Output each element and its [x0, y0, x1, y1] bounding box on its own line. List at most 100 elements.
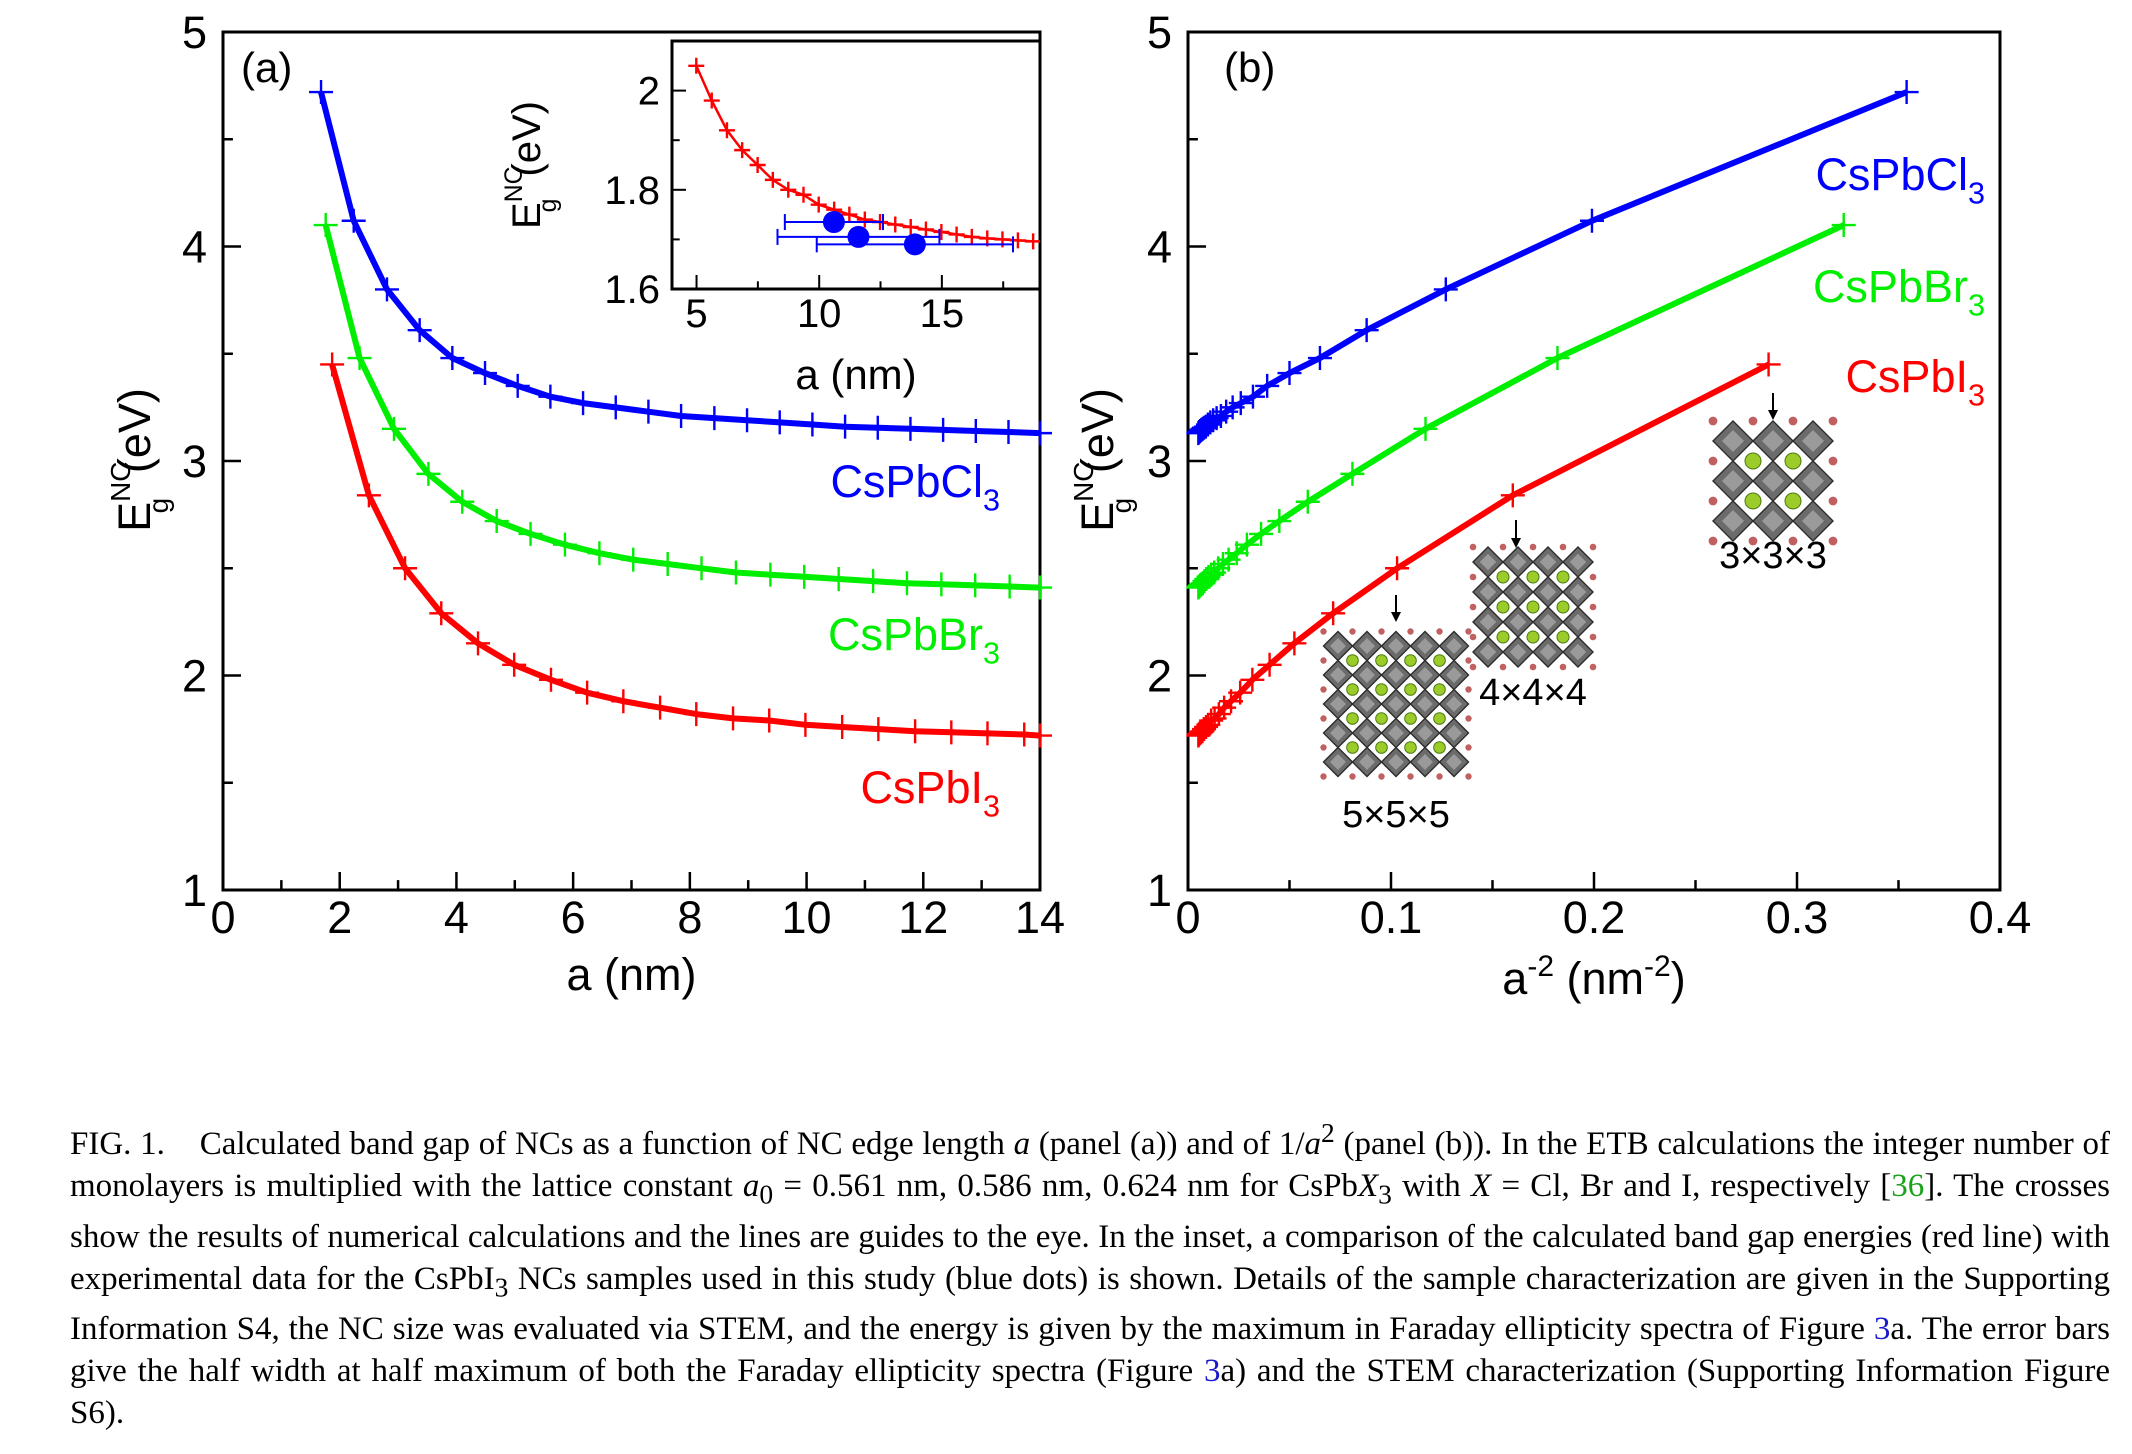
series-i-point [1028, 723, 1052, 748]
y-axis-label: ENCg(eV) [105, 388, 174, 532]
pointer-arrow-head [1511, 538, 1521, 548]
series-br-point [313, 213, 338, 238]
inset-calc-point [734, 142, 751, 159]
x-tick-label: 10 [782, 892, 832, 943]
inset-calc-point [718, 122, 735, 139]
halide-atom [1589, 603, 1597, 611]
series-br-point [1545, 346, 1570, 371]
series-cl-point [1198, 410, 1223, 435]
cesium-atom [1744, 492, 1762, 510]
series-cl-point [735, 408, 760, 433]
series-i-point [575, 680, 600, 705]
cesium-atom [1496, 600, 1510, 614]
series-br-point [1295, 489, 1320, 514]
octahedron-face [1388, 725, 1404, 741]
series-br-point [997, 574, 1022, 599]
series-cl-point [800, 412, 825, 437]
series-br-point [1234, 532, 1259, 557]
octahedron-face [1417, 638, 1433, 654]
octahedron-face [1417, 725, 1433, 741]
inset-calc-point [963, 228, 980, 245]
caption-text: a. The error bars give the half width at… [70, 1311, 2110, 1390]
series-i-point [356, 483, 381, 508]
octahedron-face [1388, 754, 1404, 770]
octahedron-face [1479, 583, 1497, 601]
series-cl-point [374, 277, 399, 302]
series-i-point [1321, 601, 1346, 626]
series-i-line [329, 363, 1041, 739]
caption-math: a [1304, 1126, 1322, 1162]
halide-atom [1589, 543, 1597, 551]
octahedron-face [1509, 643, 1527, 661]
x-tick-label: 0.3 [1766, 892, 1829, 943]
series-i-point [1240, 667, 1265, 692]
halide-atom [1529, 543, 1537, 551]
series-br-point [1340, 461, 1365, 486]
plot-frame [670, 39, 1042, 291]
y-tick-label: 1.8 [604, 169, 660, 213]
figure-caption: FIG. 1. Calculated band gap of NCs as a … [70, 1112, 2110, 1434]
series-i-point [793, 712, 818, 737]
inset-calc-point [948, 226, 965, 243]
series-cl-point [1028, 421, 1052, 446]
cesium-atom [1346, 712, 1359, 725]
inset-calc-point [933, 223, 950, 240]
cesium-atom [1346, 683, 1359, 696]
series-cl-point [702, 406, 727, 431]
series-cl-point [1579, 208, 1604, 233]
series-i-point [903, 719, 928, 744]
series-i-point [611, 689, 636, 714]
y-tick-label: 2 [1147, 650, 1172, 701]
cesium-atom [1346, 654, 1359, 667]
series-cl-point [898, 416, 923, 441]
structure-label: 5×5×5 [1342, 794, 1450, 836]
inset-calc-point [917, 221, 934, 238]
octahedron-face [1569, 583, 1587, 601]
series-cl-point [767, 410, 792, 435]
figure-link[interactable]: 3 [1203, 1353, 1221, 1390]
cesium-atom [1404, 712, 1417, 725]
x-tick-label: 2 [327, 892, 352, 943]
inset-calc-point [780, 181, 797, 198]
octahedron-face [1802, 510, 1824, 532]
halide-atom [1320, 715, 1327, 722]
figure-link[interactable]: 3 [1873, 1311, 1891, 1348]
halide-atom [1349, 773, 1356, 780]
octahedron-face [1446, 696, 1462, 712]
structure-label: 4×4×4 [1479, 672, 1587, 714]
series-i-point [1756, 352, 1781, 377]
series-i-point [1202, 706, 1227, 731]
x-tick-label: 10 [797, 292, 842, 336]
halide-atom [1559, 543, 1567, 551]
octahedron-face [1479, 613, 1497, 631]
halide-atom [1499, 663, 1507, 671]
experimental-point [903, 233, 926, 256]
series-br-point [1210, 551, 1235, 576]
nanocrystal-structure-3 [1708, 416, 1838, 546]
octahedron-face [1330, 725, 1346, 741]
series-i-point [538, 667, 563, 692]
series-cl-point [1240, 384, 1265, 409]
series-i-point [429, 601, 454, 626]
octahedron-face [1479, 643, 1497, 661]
halide-atom [1708, 536, 1718, 546]
caption-math: 3 [494, 1271, 509, 1303]
cesium-atom [1744, 452, 1762, 470]
series-br-point [1267, 509, 1292, 534]
cesium-atom [1556, 630, 1570, 644]
y-tick-label: 5 [182, 7, 207, 58]
octahedron-face [1388, 667, 1404, 683]
inset-calc-point [841, 206, 858, 223]
x-tick-label: 12 [898, 892, 948, 943]
halide-atom [1708, 496, 1718, 506]
halide-atom [1469, 573, 1477, 581]
halide-atom [1320, 657, 1327, 664]
reference-link[interactable]: 36 [1891, 1168, 1925, 1204]
series-cl-point [603, 395, 628, 420]
series-cl-point [407, 318, 432, 343]
caption-math: 3 [1378, 1178, 1392, 1210]
halide-atom [1559, 663, 1567, 671]
y-tick-label: 2 [182, 650, 207, 701]
halide-atom [1748, 536, 1758, 546]
series-br-point [861, 569, 886, 594]
